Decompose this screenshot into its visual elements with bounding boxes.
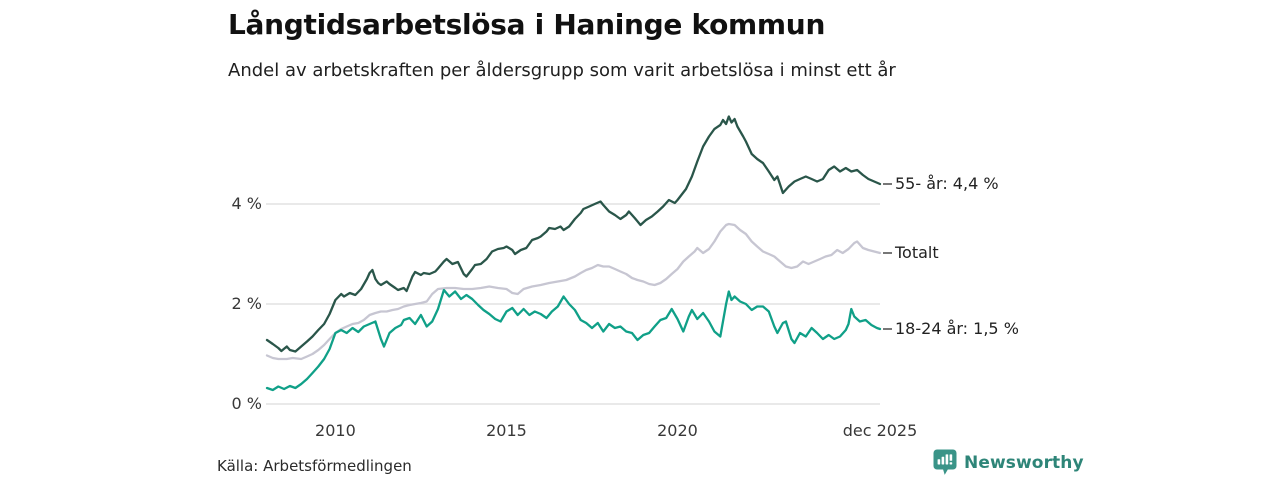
brand-logo: Newsworthy: [933, 449, 1084, 476]
series-line-total: [265, 222, 882, 361]
page-title: Långtidsarbetslösa i Haninge kommun: [228, 8, 826, 41]
x-tick-label: dec 2025: [842, 421, 918, 440]
brand-name: Newsworthy: [964, 452, 1084, 473]
series-label-total: Totalt: [895, 243, 939, 263]
x-tick-label: 2020: [657, 421, 698, 440]
source-note: Källa: Arbetsförmedlingen: [217, 457, 412, 475]
speech-bubble-shape: [933, 449, 957, 475]
y-tick-label: 0 %: [231, 394, 262, 413]
series-line-55-plus: [265, 115, 882, 353]
x-tick-label: 2010: [315, 421, 356, 440]
series-line-18-24: [265, 288, 882, 392]
series-label-55-plus: 55- år: 4,4 %: [895, 174, 999, 194]
series-label-18-24: 18-24 år: 1,5 %: [895, 319, 1019, 339]
newsworthy-bars-icon: [933, 449, 957, 475]
chart-subtitle: Andel av arbetskraften per åldersgrupp s…: [228, 60, 896, 81]
x-tick-label: 2015: [486, 421, 527, 440]
y-tick-label: 4 %: [231, 194, 262, 213]
y-tick-label: 2 %: [231, 294, 262, 313]
